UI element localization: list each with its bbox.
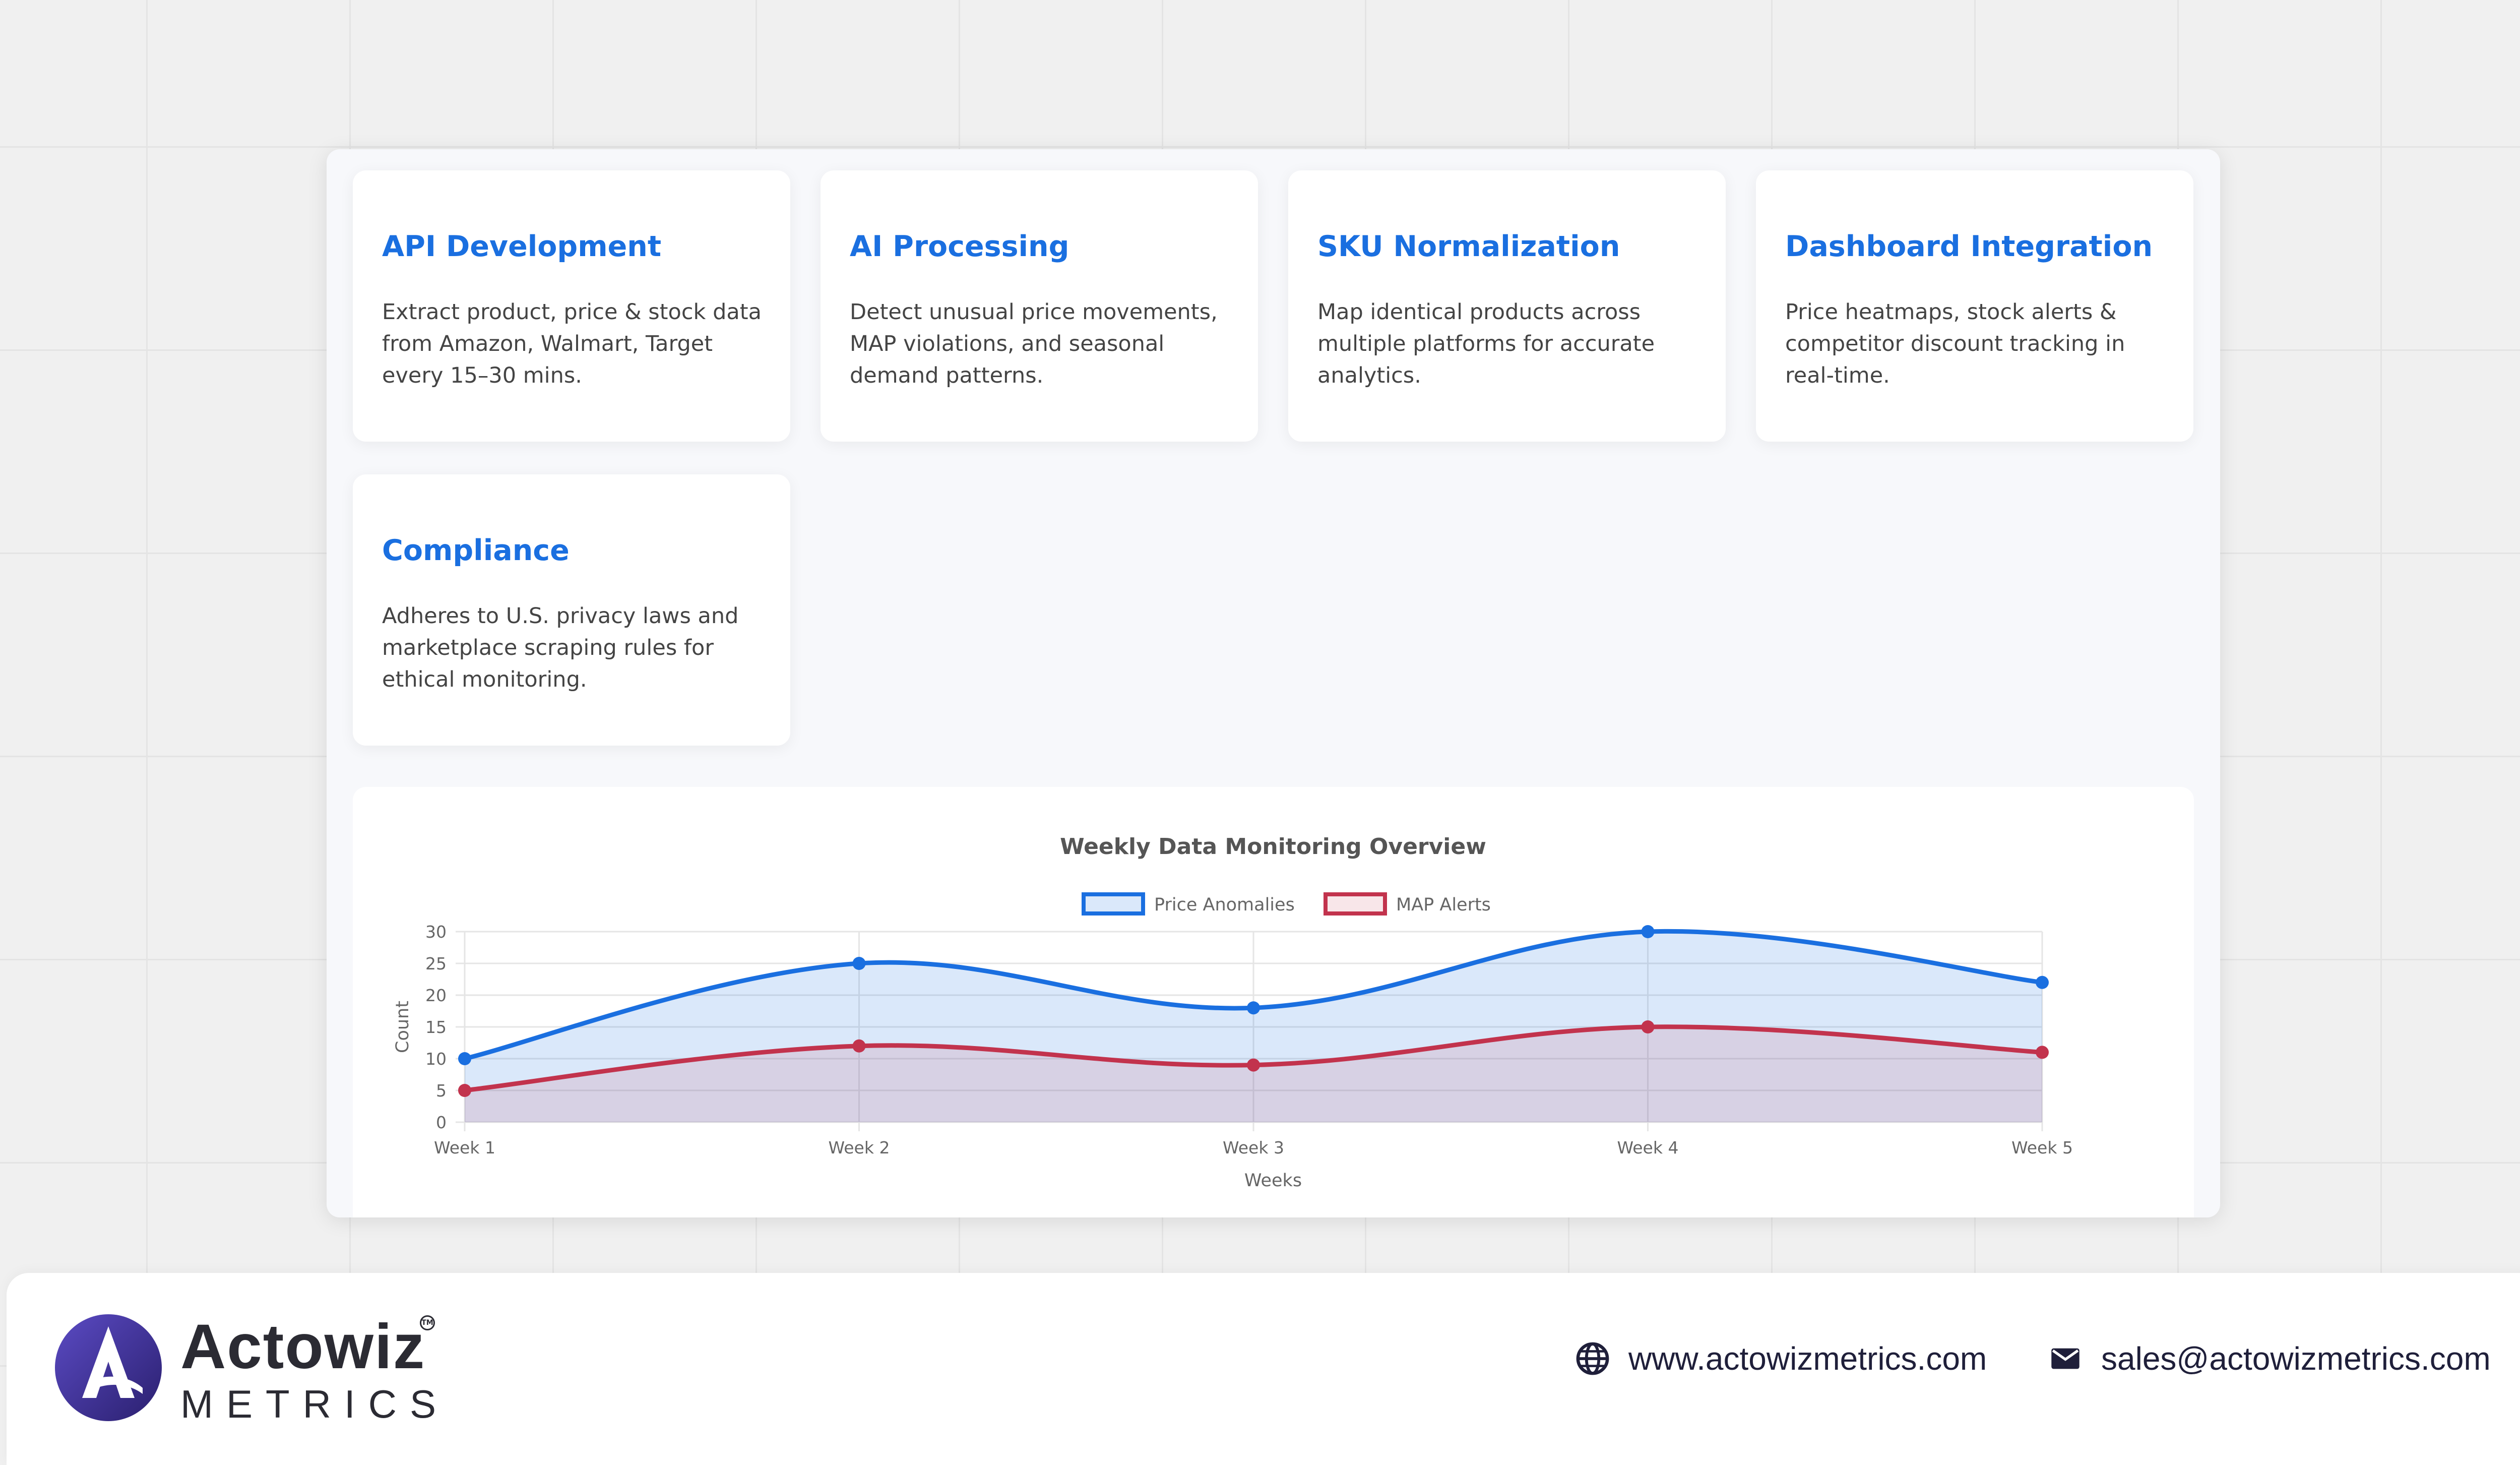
- data-point[interactable]: [852, 957, 866, 970]
- globe-icon: [1575, 1341, 1610, 1376]
- card-title: API Development: [382, 230, 662, 263]
- feature-card-compliance: Compliance Adheres to U.S. privacy laws …: [353, 474, 790, 746]
- data-point[interactable]: [1641, 1020, 1655, 1033]
- website-link[interactable]: www.actowizmetrics.com: [1575, 1338, 1987, 1379]
- y-tick-label: 15: [425, 1017, 447, 1037]
- website-text: www.actowizmetrics.com: [1628, 1340, 1987, 1377]
- y-tick-label: 20: [425, 986, 447, 1005]
- legend-swatch: [1082, 892, 1145, 915]
- card-description: Detect unusual price movements, MAP viol…: [850, 299, 1218, 388]
- actowiz-logo-icon: [55, 1314, 162, 1421]
- x-tick-label: Week 3: [1223, 1138, 1284, 1157]
- brand-subtitle: METRICS: [180, 1382, 449, 1426]
- y-tick-label: 30: [425, 922, 447, 942]
- data-point[interactable]: [2036, 1046, 2049, 1059]
- y-tick-label: 10: [425, 1049, 447, 1069]
- card-title: SKU Normalization: [1317, 230, 1620, 263]
- email-text: sales@actowizmetrics.com: [2101, 1340, 2491, 1377]
- card-description: Adheres to U.S. privacy laws and marketp…: [382, 603, 739, 692]
- card-description: Price heatmaps, stock alerts & competito…: [1785, 299, 2125, 388]
- card-title: Dashboard Integration: [1785, 230, 2153, 263]
- data-point[interactable]: [458, 1052, 471, 1065]
- x-tick-label: Week 2: [829, 1138, 890, 1157]
- card-description: Map identical products across multiple p…: [1317, 299, 1655, 388]
- y-tick-label: 25: [425, 954, 447, 973]
- card-description: Extract product, price & stock data from…: [382, 299, 762, 388]
- data-point[interactable]: [1641, 925, 1655, 938]
- x-tick-label: Week 5: [2011, 1138, 2073, 1157]
- data-point[interactable]: [1247, 1001, 1260, 1015]
- chart-title: Weekly Data Monitoring Overview: [1060, 834, 1486, 860]
- feature-card-api: API Development Extract product, price &…: [353, 170, 790, 442]
- data-point[interactable]: [852, 1039, 866, 1053]
- chart-card: Weekly Data Monitoring Overview Price Ano…: [353, 787, 2194, 1217]
- feature-card-ai: AI Processing Detect unusual price movem…: [821, 170, 1258, 442]
- x-tick-label: Week 1: [434, 1138, 495, 1157]
- x-axis-label: Weeks: [1244, 1171, 1302, 1191]
- x-tick-label: Week 4: [1617, 1138, 1679, 1157]
- data-point[interactable]: [2036, 975, 2049, 989]
- card-title: Compliance: [382, 534, 570, 567]
- y-tick-label: 0: [436, 1113, 447, 1132]
- legend-label: Price Anomalies: [1154, 895, 1295, 915]
- data-point[interactable]: [1247, 1058, 1260, 1072]
- feature-card-dashboard: Dashboard Integration Price heatmaps, st…: [1756, 170, 2193, 442]
- brand-name: Actowiz: [180, 1312, 426, 1382]
- data-point[interactable]: [458, 1084, 471, 1097]
- card-title: AI Processing: [850, 230, 1069, 263]
- series-area: [465, 931, 2042, 1122]
- email-link[interactable]: sales@actowizmetrics.com: [2048, 1338, 2491, 1379]
- footer: Actowiz TM METRICS www.actowizmetrics.co…: [7, 1273, 2520, 1465]
- main-panel: API Development Extract product, price &…: [327, 149, 2220, 1217]
- trademark-mark: TM: [420, 1315, 435, 1330]
- legend-swatch: [1324, 892, 1387, 915]
- mail-icon: [2048, 1341, 2083, 1376]
- y-tick-label: 5: [436, 1081, 447, 1101]
- y-axis-label: Count: [393, 1001, 413, 1053]
- feature-card-sku: SKU Normalization Map identical products…: [1288, 170, 1726, 442]
- line-chart: Weekly Data Monitoring Overview Price Ano…: [393, 834, 2073, 1191]
- legend-label: MAP Alerts: [1396, 895, 1491, 915]
